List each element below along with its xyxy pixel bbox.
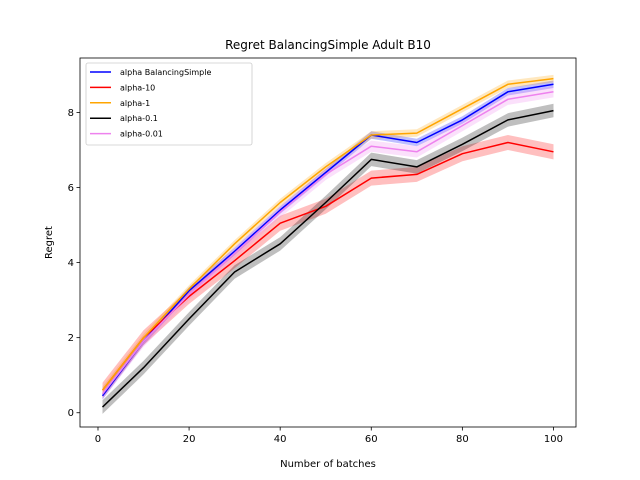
y-tick-label-2: 4 (68, 258, 74, 269)
plot-frame (79, 57, 577, 428)
y-tick-label-0: 0 (68, 408, 74, 419)
x-tick-label-1: 20 (183, 434, 196, 445)
x-tick-label-0: 0 (95, 434, 101, 445)
legend-label-4: alpha-0.01 (120, 130, 163, 139)
line-series-0 (101, 83, 554, 397)
legend-label-1: alpha-10 (120, 83, 155, 92)
x-tick-label-3: 60 (365, 434, 378, 445)
y-tick-label-1: 2 (68, 333, 74, 344)
line-series-2 (101, 77, 554, 391)
y-axis-ticks: 0 2 4 6 8 (68, 108, 80, 419)
legend-label-2: alpha-1 (120, 99, 150, 108)
legend-label-3: alpha-0.1 (120, 114, 158, 123)
x-tick-label-4: 80 (456, 434, 469, 445)
series-lines (101, 77, 554, 408)
chart-title: Regret BalancingSimple Adult B10 (225, 38, 431, 52)
x-axis-ticks: 0 20 40 60 80 100 (95, 427, 563, 445)
legend-box (85, 62, 253, 146)
line-series-1 (101, 141, 554, 391)
y-tick-label-4: 8 (68, 108, 74, 119)
y-axis-label: Regret (44, 226, 55, 259)
y-tick-label-3: 6 (68, 183, 74, 194)
line-series-4 (101, 91, 554, 395)
x-tick-label-5: 100 (544, 434, 563, 445)
legend: alpha BalancingSimple alpha-10 alpha-1 alph… (85, 62, 253, 146)
x-axis-label: Number of batches (280, 459, 376, 470)
x-tick-label-2: 40 (274, 434, 287, 445)
line-series-3 (101, 109, 554, 408)
legend-label-0: alpha BalancingSimple (120, 68, 211, 77)
